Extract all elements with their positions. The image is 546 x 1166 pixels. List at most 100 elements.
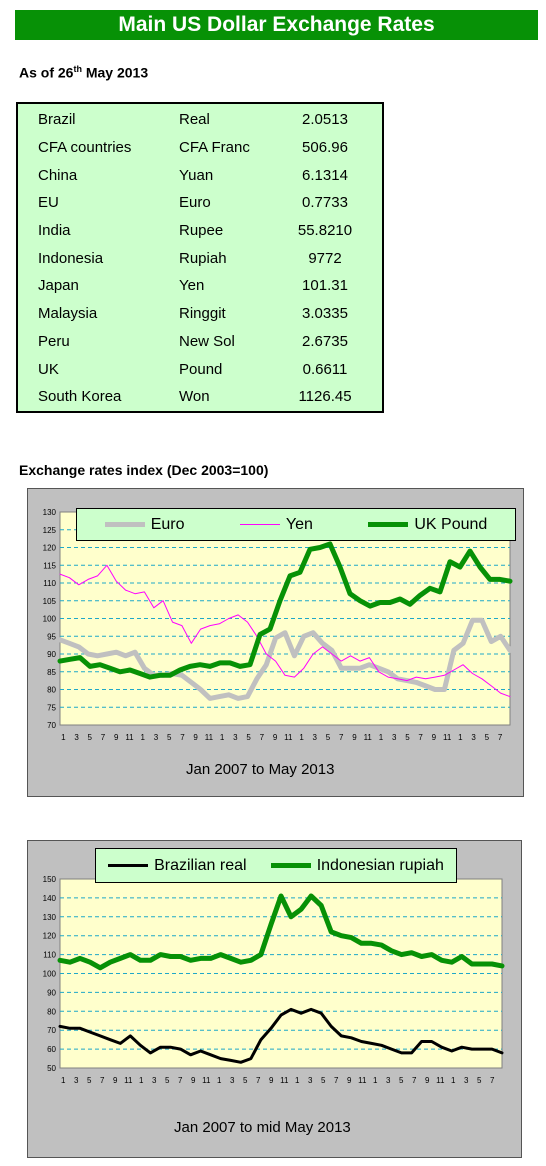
y-tick-label: 70 bbox=[47, 721, 56, 730]
as-of-date: As of 26th May 2013 bbox=[19, 64, 148, 81]
rate-currency: Yuan bbox=[179, 166, 214, 184]
x-tick-label: 3 bbox=[152, 1076, 157, 1085]
x-tick-label: 1 bbox=[217, 1076, 222, 1085]
chart-exchange-index-legend: Euro Yen UK Pound bbox=[76, 508, 516, 541]
x-tick-label: 1 bbox=[373, 1076, 378, 1085]
x-tick-label: 1 bbox=[295, 1076, 300, 1085]
legend-label: Euro bbox=[150, 515, 185, 533]
page-title: Main US Dollar Exchange Rates bbox=[118, 13, 435, 36]
y-tick-label: 85 bbox=[47, 668, 56, 677]
x-tick-label: 11 bbox=[436, 1076, 445, 1085]
rate-value: 2.0513 bbox=[302, 111, 348, 129]
legend-item: Yen bbox=[239, 515, 313, 534]
rate-row: Peru New Sol 2.6735 bbox=[38, 328, 365, 356]
rate-row: Brazil Real 2.0513 bbox=[38, 106, 365, 134]
x-tick-label: 11 bbox=[202, 1076, 211, 1085]
x-tick-label: 9 bbox=[269, 1076, 274, 1085]
x-tick-label: 7 bbox=[334, 1076, 339, 1085]
rate-row: South Korea Won 1126.45 bbox=[38, 383, 365, 411]
x-tick-label: 1 bbox=[61, 733, 66, 742]
x-tick-label: 5 bbox=[326, 733, 331, 742]
x-tick-label: 1 bbox=[140, 733, 145, 742]
x-tick-label: 9 bbox=[273, 733, 278, 742]
y-tick-label: 150 bbox=[43, 875, 57, 884]
rate-currency: Won bbox=[179, 388, 210, 406]
y-tick-label: 75 bbox=[47, 703, 56, 712]
rate-value: 506.96 bbox=[302, 139, 348, 157]
rate-currency: CFA Franc bbox=[179, 139, 250, 157]
x-tick-label: 9 bbox=[193, 733, 198, 742]
x-tick-label: 1 bbox=[451, 1076, 456, 1085]
y-tick-label: 80 bbox=[47, 1007, 56, 1016]
x-tick-label: 7 bbox=[490, 1076, 495, 1085]
legend-swatch bbox=[239, 524, 280, 525]
legend-item: UK Pound bbox=[368, 516, 487, 534]
x-tick-label: 5 bbox=[88, 733, 93, 742]
x-tick-label: 7 bbox=[498, 733, 503, 742]
y-tick-label: 130 bbox=[43, 508, 57, 517]
x-tick-label: 7 bbox=[100, 1076, 105, 1085]
x-tick-label: 5 bbox=[321, 1076, 326, 1085]
series-line-brazilian-real bbox=[58, 1007, 504, 1064]
rate-row: China Yuan 6.1314 bbox=[38, 161, 365, 189]
x-tick-label: 3 bbox=[308, 1076, 313, 1085]
series-line-yen bbox=[59, 564, 511, 698]
chart-brazil-indonesia: 50 60 70 80 90 100 110 120 130 140 150 1 3 5 7 9 11 1 3 5 7 9… bbox=[27, 840, 522, 1158]
x-tick-label: 11 bbox=[358, 1076, 367, 1085]
rate-row: CFA countries CFA Franc 506.96 bbox=[38, 134, 365, 162]
y-tick-label: 50 bbox=[47, 1064, 56, 1073]
x-tick-label: 5 bbox=[246, 733, 251, 742]
x-tick-label: 5 bbox=[87, 1076, 92, 1085]
legend-label: Yen bbox=[285, 515, 313, 533]
legend-item: Indonesian rupiah bbox=[270, 857, 444, 875]
x-tick-label: 5 bbox=[477, 1076, 482, 1085]
y-tick-label: 120 bbox=[43, 544, 57, 553]
x-tick-label: 3 bbox=[74, 733, 79, 742]
x-tick-label: 9 bbox=[113, 1076, 118, 1085]
rate-country: China bbox=[38, 166, 78, 184]
legend-swatch bbox=[108, 864, 149, 867]
rate-currency: New Sol bbox=[179, 332, 235, 350]
rate-row: India Rupee 55.8210 bbox=[38, 217, 365, 245]
x-tick-label: 1 bbox=[299, 733, 304, 742]
x-tick-label: 11 bbox=[364, 733, 373, 742]
rate-country: UK bbox=[38, 360, 59, 378]
rate-currency: Ringgit bbox=[179, 305, 226, 323]
x-tick-label: 3 bbox=[74, 1076, 79, 1085]
x-tick-label: 9 bbox=[191, 1076, 196, 1085]
x-tick-label: 3 bbox=[313, 733, 318, 742]
x-tick-label: 11 bbox=[124, 1076, 133, 1085]
y-tick-label: 100 bbox=[43, 970, 57, 979]
x-tick-label: 7 bbox=[418, 733, 423, 742]
y-tick-label: 105 bbox=[43, 597, 57, 606]
rate-country: Peru bbox=[38, 332, 70, 350]
series-line-indonesian-rupiah bbox=[57, 893, 505, 971]
x-tick-label: 5 bbox=[399, 1076, 404, 1085]
rate-currency: Yen bbox=[179, 277, 205, 295]
as-of-prefix: As of 26 bbox=[19, 64, 74, 81]
x-tick-label: 5 bbox=[243, 1076, 248, 1085]
x-tick-label: 7 bbox=[180, 733, 185, 742]
as-of-suffix: May 2013 bbox=[81, 64, 149, 81]
legend-swatch bbox=[104, 522, 145, 527]
y-tick-label: 80 bbox=[47, 686, 56, 695]
rate-country: Brazil bbox=[38, 111, 76, 129]
y-tick-label: 110 bbox=[43, 579, 56, 588]
x-tick-label: 11 bbox=[205, 733, 214, 742]
x-tick-label: 9 bbox=[432, 733, 437, 742]
y-tick-label: 100 bbox=[43, 615, 57, 624]
y-tick-label: 95 bbox=[47, 632, 56, 641]
rate-country: Indonesia bbox=[38, 249, 104, 267]
chart-exchange-index-xlabel: Jan 2007 to May 2013 bbox=[186, 761, 335, 778]
legend-swatch bbox=[368, 522, 409, 527]
x-tick-label: 3 bbox=[230, 1076, 235, 1085]
chart-brazil-indonesia-xlabel: Jan 2007 to mid May 2013 bbox=[174, 1119, 351, 1136]
rate-row: Indonesia Rupiah 9772 bbox=[38, 244, 365, 272]
y-tick-label: 70 bbox=[47, 1026, 56, 1035]
x-tick-label: 11 bbox=[284, 733, 293, 742]
legend-label: Brazilian real bbox=[154, 856, 247, 874]
y-tick-label: 120 bbox=[43, 932, 57, 941]
x-tick-label: 9 bbox=[425, 1076, 430, 1085]
